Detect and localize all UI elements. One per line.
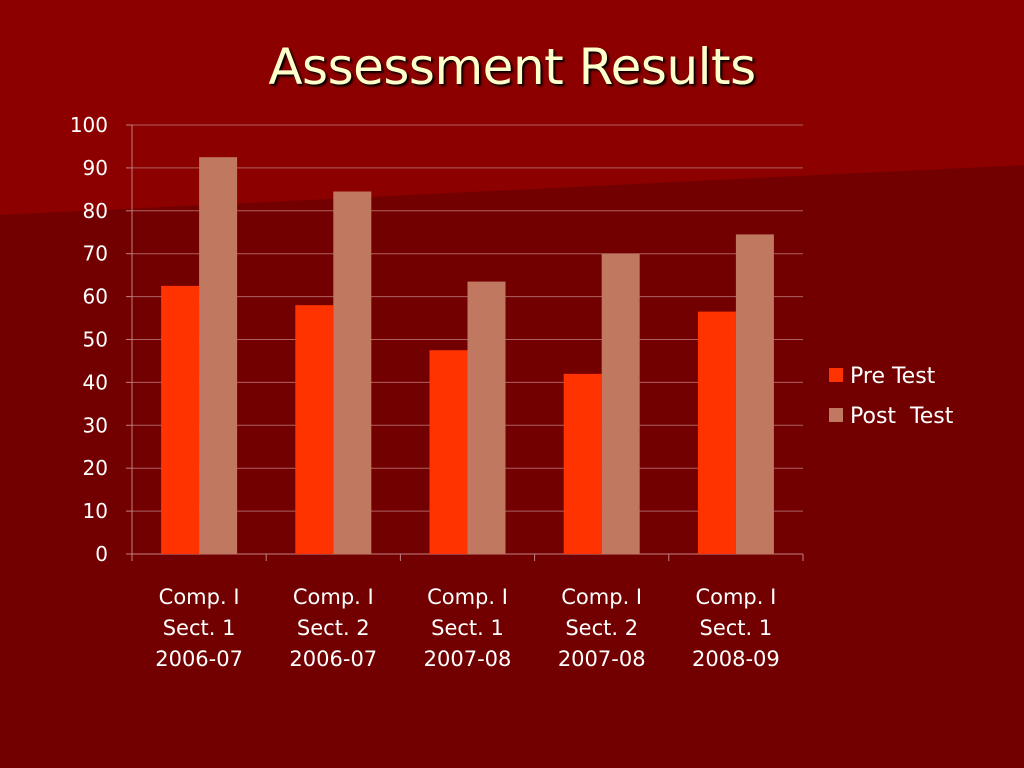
y-tick-label: 50 [83, 328, 108, 352]
y-tick-label: 80 [83, 199, 108, 223]
y-tick-label: 40 [83, 370, 108, 394]
x-category-label: Comp. I [695, 585, 776, 609]
bar-post-test [467, 281, 506, 554]
x-category-label: Comp. I [561, 585, 642, 609]
legend-label: Pre Test [850, 364, 936, 389]
x-category-label: 2007-08 [558, 647, 646, 671]
bar-pre-test [161, 285, 200, 554]
y-tick-label: 90 [83, 156, 108, 180]
bar-pre-test [697, 311, 736, 554]
x-category-label: Comp. I [293, 585, 374, 609]
legend-swatch [829, 408, 843, 422]
legend-label: Post Test [850, 404, 954, 429]
x-category-label: Sect. 1 [431, 616, 504, 640]
bar-post-test [735, 234, 774, 554]
bar-pre-test [563, 373, 602, 554]
bar-post-test [333, 191, 372, 554]
slide-title: Assessment Results [268, 38, 756, 96]
y-tick-label: 20 [83, 456, 108, 480]
x-category-label: Comp. I [427, 585, 508, 609]
bar-pre-test [429, 350, 468, 554]
y-tick-label: 30 [83, 413, 108, 437]
bar-post-test [199, 157, 238, 555]
x-category-label: 2007-08 [424, 647, 512, 671]
x-category-label: 2006-07 [289, 647, 377, 671]
bar-pre-test [295, 305, 334, 554]
y-tick-label: 10 [83, 499, 108, 523]
x-category-label: Sect. 2 [565, 616, 638, 640]
x-category-label: Comp. I [159, 585, 240, 609]
y-tick-label: 70 [83, 242, 108, 266]
bar-post-test [601, 253, 640, 554]
x-category-label: Sect. 1 [700, 616, 773, 640]
y-tick-label: 0 [95, 542, 108, 566]
background-accent-band [0, 0, 1024, 215]
y-tick-label: 100 [70, 113, 108, 137]
x-category-label: 2008-09 [692, 647, 780, 671]
x-category-label: Sect. 2 [297, 616, 370, 640]
y-tick-label: 60 [83, 285, 108, 309]
x-category-label: 2006-07 [155, 647, 243, 671]
x-category-label: Sect. 1 [163, 616, 236, 640]
legend-swatch [829, 368, 843, 382]
